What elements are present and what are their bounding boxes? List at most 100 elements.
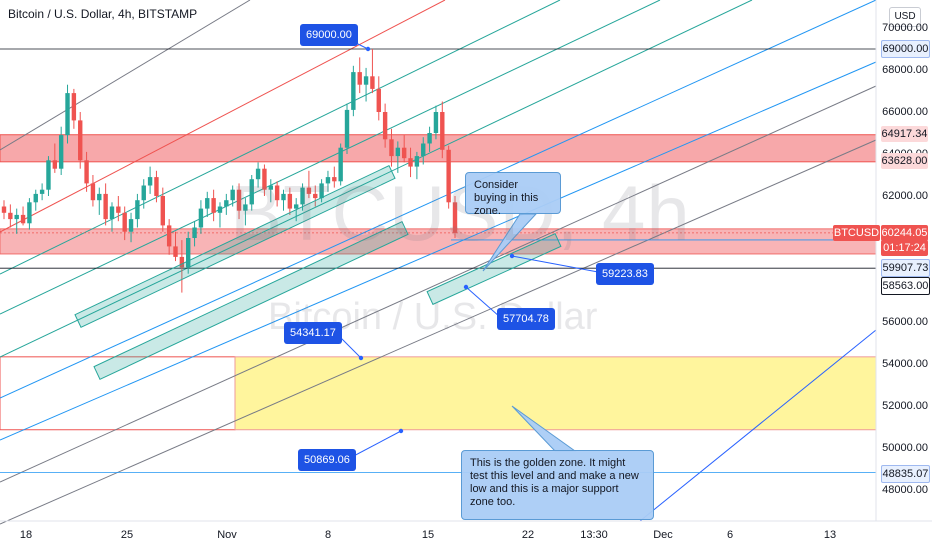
candle-body	[141, 185, 146, 201]
support-zone	[0, 228, 877, 255]
candle-body	[186, 238, 191, 268]
candle-body	[52, 160, 58, 169]
candlestick-series	[1, 49, 458, 293]
candle-body	[230, 189, 235, 201]
candle-body	[27, 202, 32, 224]
candle-body	[325, 177, 331, 184]
candle-body	[440, 112, 445, 150]
candle-body	[401, 147, 407, 159]
candle-body	[243, 204, 248, 211]
price-tag-resistance-top: 64917.34	[881, 126, 928, 142]
candle-body	[414, 156, 420, 167]
candle-body	[249, 179, 254, 205]
price-label: 52000.00	[882, 400, 928, 412]
candle-body	[274, 185, 280, 201]
trend-line	[0, 0, 877, 399]
candle-body	[446, 149, 451, 203]
trend-line	[639, 329, 877, 522]
annotation-anchor	[358, 355, 364, 361]
candle-body	[363, 76, 369, 85]
price-label: 62000.00	[882, 190, 928, 202]
price-tag-58563: 58563.00	[881, 277, 930, 295]
trend-line	[0, 139, 877, 525]
candle-body	[8, 212, 13, 220]
channel-band	[74, 165, 396, 328]
price-label: 48000.00	[882, 484, 928, 496]
candle-body	[262, 168, 267, 190]
candle-body	[281, 193, 286, 201]
candle-body	[33, 193, 38, 203]
last-price-tag: 60244.05	[881, 225, 928, 241]
trend-line	[0, 0, 661, 315]
candle-body	[319, 183, 324, 199]
time-label: 25	[120, 529, 134, 541]
candle-body	[338, 147, 343, 182]
candle-body	[205, 198, 210, 209]
candle-body	[300, 187, 305, 205]
price-tag-48835: 48835.07	[881, 465, 930, 483]
candle-body	[90, 183, 96, 201]
candle-body	[408, 158, 413, 167]
symbol-watermark: BTCUSD, 4h	[230, 169, 691, 257]
time-label: 15	[421, 529, 435, 541]
candle-body	[351, 72, 356, 110]
currency-button[interactable]: USD	[889, 7, 921, 27]
candle-body	[179, 256, 185, 268]
candle-body	[287, 193, 293, 209]
price-tag-69000: 69000.00	[881, 40, 930, 58]
time-label: 22	[521, 529, 535, 541]
price-label: 54000.00	[882, 358, 928, 370]
candle-body	[268, 185, 273, 190]
annotation-anchor	[365, 46, 371, 52]
candle-body	[382, 112, 388, 140]
note-buy-zone[interactable]: Consider buying in this zone.	[465, 172, 561, 217]
annotation-pointer	[465, 286, 501, 318]
channel-band	[426, 232, 562, 306]
candle-body	[376, 88, 381, 112]
candle-body	[39, 189, 45, 194]
candle-body	[313, 193, 318, 199]
candle-body	[217, 206, 223, 213]
price-label: 56000.00	[882, 316, 928, 328]
callout-57704[interactable]: 57704.78	[497, 308, 555, 330]
annotation-pointer	[511, 255, 599, 273]
callout-54341[interactable]: 54341.17	[284, 322, 342, 344]
price-label: 68000.00	[882, 64, 928, 76]
trend-line	[0, 0, 446, 233]
candle-body	[103, 193, 108, 220]
candle-body	[357, 72, 362, 85]
resistance-zone	[0, 134, 877, 163]
candle-body	[255, 168, 261, 180]
annotation-pointer	[347, 430, 402, 460]
candle-body	[173, 246, 178, 257]
candle-body	[46, 160, 51, 190]
candle-body	[122, 212, 127, 232]
callout-50869[interactable]: 50869.06	[298, 449, 356, 471]
countdown-tag: 01:17:24	[881, 240, 928, 256]
candle-body	[395, 147, 401, 157]
candle-body	[116, 206, 121, 213]
candle-body	[452, 202, 458, 233]
price-tag-support: 59907.73	[881, 259, 930, 277]
time-label: 6	[726, 529, 734, 541]
candle-body	[211, 198, 216, 213]
price-label: 70000.00	[882, 22, 928, 34]
candle-body	[58, 135, 64, 169]
trend-line	[0, 85, 877, 483]
chart-title: Bitcoin / U.S. Dollar, 4h, BITSTAMP	[8, 7, 198, 21]
candle-body	[128, 219, 134, 232]
trend-line	[0, 0, 251, 151]
candle-body	[154, 177, 159, 196]
callout-59223[interactable]: 59223.83	[596, 263, 654, 285]
candle-body	[198, 208, 204, 228]
callout-69000[interactable]: 69000.00	[300, 24, 358, 46]
candle-body	[1, 206, 7, 213]
time-label: 13:30	[580, 529, 608, 541]
candle-body	[427, 133, 432, 144]
candle-body	[344, 109, 350, 148]
time-label: Nov	[217, 529, 237, 541]
trend-line	[0, 0, 753, 358]
candle-body	[306, 187, 312, 194]
note-golden-zone[interactable]: This is the golden zone. It might test t…	[461, 450, 654, 520]
